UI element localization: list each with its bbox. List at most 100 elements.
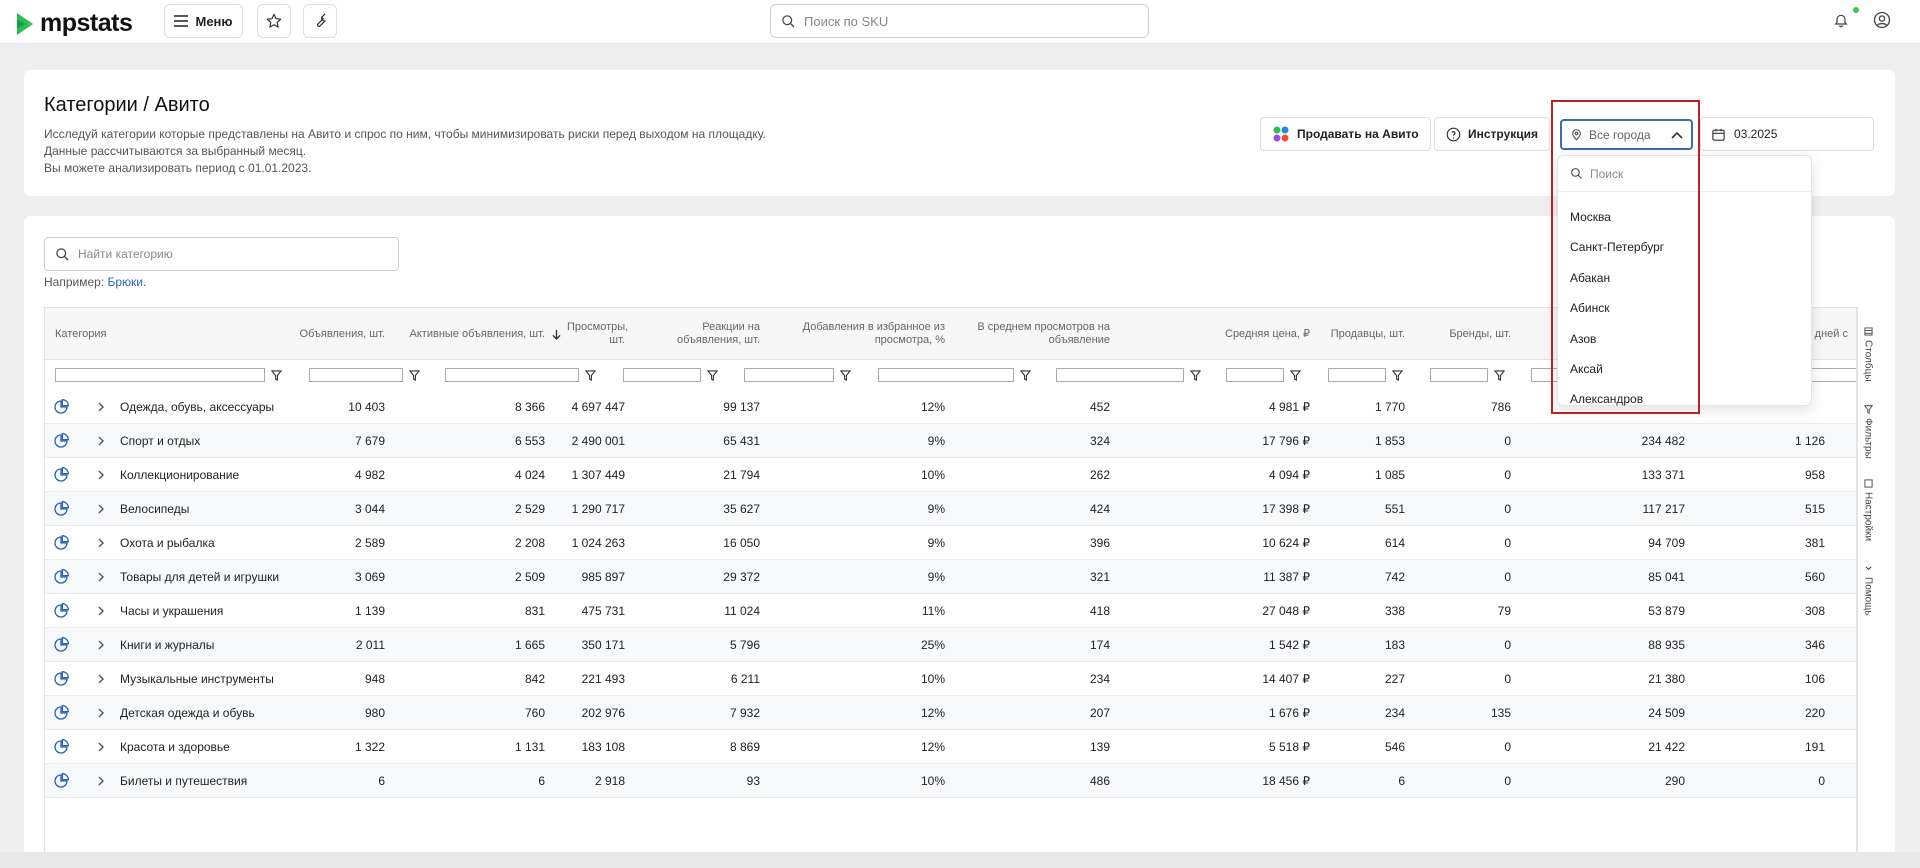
expand-chevron-icon[interactable] xyxy=(97,742,105,752)
month-picker[interactable]: 03.2025 xyxy=(1700,117,1874,151)
col-header-category[interactable]: Категория xyxy=(55,327,107,340)
chart-pie-icon[interactable] xyxy=(53,535,69,551)
chart-pie-icon[interactable] xyxy=(53,569,69,585)
table-row[interactable]: Охота и рыбалка 2 589 2 208 1 024 263 16 050… xyxy=(45,526,1856,560)
chart-pie-icon[interactable] xyxy=(53,773,69,789)
col-header-avg-price[interactable]: Средняя цена, ₽ xyxy=(1225,327,1310,340)
category-name[interactable]: Часы и украшения xyxy=(120,604,224,618)
category-name[interactable]: Музыкальные инструменты xyxy=(120,672,274,686)
table-row[interactable]: Одежда, обувь, аксессуары 10 403 8 366 4 69… xyxy=(45,390,1856,424)
chart-pie-icon[interactable] xyxy=(53,467,69,483)
category-name[interactable]: Билеты и путешествия xyxy=(120,774,248,788)
table-row[interactable]: Велосипеды 3 044 2 529 1 290 717 35 627 9% 424… xyxy=(45,492,1856,526)
table-row[interactable]: Детская одежда и обувь 980 760 202 976 7 932… xyxy=(45,696,1856,730)
filter-input[interactable] xyxy=(445,368,579,382)
col-header-favorites-rate[interactable]: Добавления в избранное из просмотра, % xyxy=(802,321,945,346)
col-header-brands[interactable]: Бренды, шт. xyxy=(1449,327,1511,340)
filter-funnel-icon[interactable] xyxy=(585,369,596,381)
category-name[interactable]: Товары для детей и игрушки xyxy=(120,570,280,584)
expand-chevron-icon[interactable] xyxy=(97,708,105,718)
filter-funnel-icon[interactable] xyxy=(271,369,282,381)
chart-pie-icon[interactable] xyxy=(53,705,69,721)
filter-input[interactable] xyxy=(623,368,701,382)
filter-funnel-icon[interactable] xyxy=(1020,369,1031,381)
filter-input[interactable] xyxy=(55,368,265,382)
city-option[interactable]: Абакан xyxy=(1570,271,1611,285)
category-search-input[interactable]: Найти категорию xyxy=(44,237,399,271)
filter-input[interactable] xyxy=(878,368,1014,382)
table-row[interactable]: Красота и здоровье 1 322 1 131 183 108 8 869… xyxy=(45,730,1856,764)
chart-pie-icon[interactable] xyxy=(53,671,69,687)
col-header-listings[interactable]: Объявления, шт. xyxy=(299,327,385,340)
category-name[interactable]: Велосипеды xyxy=(120,502,190,516)
city-option[interactable]: Абинск xyxy=(1570,301,1610,315)
filter-input[interactable] xyxy=(1328,368,1386,382)
category-name[interactable]: Коллекционирование xyxy=(120,468,240,482)
city-option[interactable]: Александров xyxy=(1570,392,1644,406)
col-header-avg-views[interactable]: В среднем просмотров на объявление xyxy=(977,321,1110,346)
filter-funnel-icon[interactable] xyxy=(1190,369,1201,381)
chart-pie-icon[interactable] xyxy=(53,433,69,449)
sell-on-avito-button[interactable]: Продавать на Авито xyxy=(1260,117,1431,151)
category-name[interactable]: Охота и рыбалка xyxy=(120,536,215,550)
category-name[interactable]: Одежда, обувь, аксессуары xyxy=(120,400,275,414)
city-dropdown-search[interactable]: Поиск xyxy=(1558,156,1811,192)
table-row[interactable]: Часы и украшения 1 139 831 475 731 11 024 11%… xyxy=(45,594,1856,628)
expand-chevron-icon[interactable] xyxy=(97,402,105,412)
filter-input[interactable] xyxy=(1226,368,1284,382)
table-row[interactable]: Спорт и отдых 7 679 6 553 2 490 001 65 431 9%… xyxy=(45,424,1856,458)
filter-input[interactable] xyxy=(309,368,403,382)
side-tab-help[interactable]: Помощь xyxy=(1858,564,1878,616)
filter-input[interactable] xyxy=(744,368,834,382)
city-option[interactable]: Азов xyxy=(1570,332,1597,346)
category-name[interactable]: Книги и журналы xyxy=(120,638,215,652)
city-select[interactable]: Все города xyxy=(1560,119,1693,150)
col-header-reactions[interactable]: Реакции на объявления, шт. xyxy=(677,321,760,346)
category-name[interactable]: Красота и здоровье xyxy=(120,740,230,754)
chart-pie-icon[interactable] xyxy=(53,399,69,415)
user-profile-icon[interactable] xyxy=(1873,11,1891,29)
category-name[interactable]: Детская одежда и обувь xyxy=(120,706,255,720)
menu-button[interactable]: Меню xyxy=(164,4,243,38)
table-row[interactable]: Музыкальные инструменты 948 842 221 493 6 21… xyxy=(45,662,1856,696)
expand-chevron-icon[interactable] xyxy=(97,606,105,616)
city-option[interactable]: Аксай xyxy=(1570,362,1603,376)
instruction-button[interactable]: Инструкция xyxy=(1434,117,1551,151)
chart-pie-icon[interactable] xyxy=(53,739,69,755)
city-option[interactable]: Санкт-Петербург xyxy=(1570,240,1665,254)
city-option[interactable]: Москва xyxy=(1570,210,1611,224)
side-tab-columns[interactable]: Столбцы xyxy=(1858,327,1878,382)
side-tab-filters[interactable]: Фильтры xyxy=(1858,405,1878,459)
filter-input[interactable] xyxy=(1430,368,1488,382)
expand-chevron-icon[interactable] xyxy=(97,674,105,684)
notifications-bell-icon[interactable] xyxy=(1833,11,1849,29)
side-tab-settings[interactable]: Настройки xyxy=(1858,479,1878,541)
favorites-button[interactable] xyxy=(257,4,291,38)
table-row[interactable]: Билеты и путешествия 6 6 2 918 93 10% 486 18 45… xyxy=(45,764,1856,798)
filter-funnel-icon[interactable] xyxy=(840,369,851,381)
filter-funnel-icon[interactable] xyxy=(1392,369,1403,381)
tools-button[interactable] xyxy=(303,4,337,38)
chart-pie-icon[interactable] xyxy=(53,501,69,517)
expand-chevron-icon[interactable] xyxy=(97,436,105,446)
table-row[interactable]: Коллекционирование 4 982 4 024 1 307 449 21 … xyxy=(45,458,1856,492)
filter-funnel-icon[interactable] xyxy=(409,369,420,381)
category-name[interactable]: Спорт и отдых xyxy=(120,434,201,448)
expand-chevron-icon[interactable] xyxy=(97,504,105,514)
col-header-active-listings[interactable]: Активные объявления, шт. xyxy=(409,327,545,340)
filter-funnel-icon[interactable] xyxy=(707,369,718,381)
table-row[interactable]: Товары для детей и игрушки 3 069 2 509 985 … xyxy=(45,560,1856,594)
filter-input[interactable] xyxy=(1056,368,1184,382)
chart-pie-icon[interactable] xyxy=(53,637,69,653)
expand-chevron-icon[interactable] xyxy=(97,538,105,548)
table-row[interactable]: Книги и журналы 2 011 1 665 350 171 5 796 25%… xyxy=(45,628,1856,662)
example-link-brюki[interactable]: Брюки xyxy=(107,275,144,289)
col-header-sellers[interactable]: Продавцы, шт. xyxy=(1330,327,1405,340)
filter-funnel-icon[interactable] xyxy=(1290,369,1301,381)
expand-chevron-icon[interactable] xyxy=(97,470,105,480)
expand-chevron-icon[interactable] xyxy=(97,640,105,650)
col-header-views[interactable]: Просмотры, шт. xyxy=(545,308,628,360)
expand-chevron-icon[interactable] xyxy=(97,776,105,786)
sku-search-input[interactable]: Поиск по SKU xyxy=(770,4,1149,38)
chart-pie-icon[interactable] xyxy=(53,603,69,619)
